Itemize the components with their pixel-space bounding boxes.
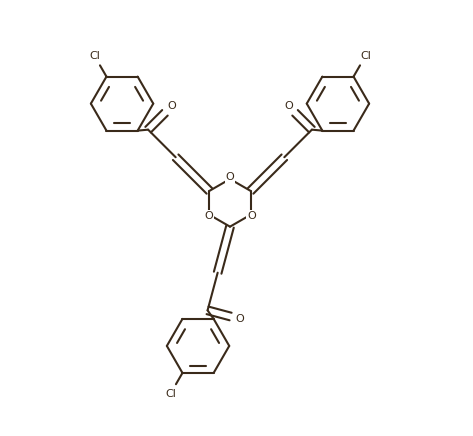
Text: Cl: Cl <box>165 388 176 399</box>
Text: O: O <box>204 211 213 221</box>
Text: O: O <box>226 172 235 182</box>
Text: O: O <box>167 101 176 111</box>
Text: Cl: Cl <box>360 51 371 61</box>
Text: Cl: Cl <box>89 51 100 61</box>
Text: O: O <box>284 101 293 111</box>
Text: O: O <box>236 314 244 324</box>
Text: O: O <box>247 211 256 221</box>
